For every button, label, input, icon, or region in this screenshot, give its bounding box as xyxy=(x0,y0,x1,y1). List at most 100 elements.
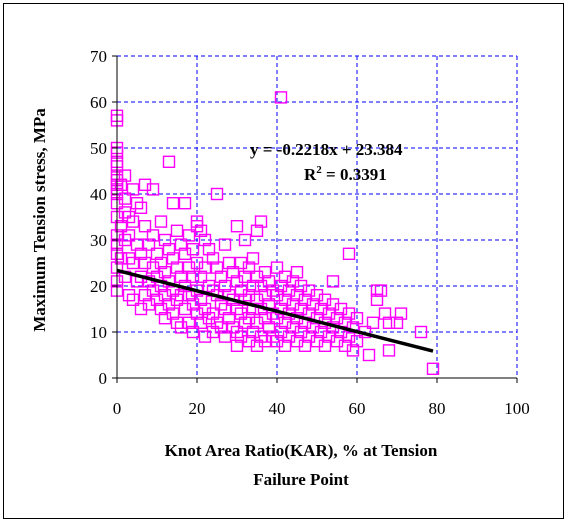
data-point xyxy=(194,270,208,283)
data-point xyxy=(214,270,228,283)
data-point xyxy=(122,289,136,302)
data-point xyxy=(258,266,272,279)
x-tick-label: 100 xyxy=(504,399,530,418)
x-axis-title-line2: Failure Point xyxy=(253,470,349,489)
data-point xyxy=(270,289,284,302)
data-point xyxy=(158,289,172,302)
data-point xyxy=(166,307,180,320)
x-tick-label: 80 xyxy=(429,399,446,418)
data-point xyxy=(382,316,396,329)
data-point xyxy=(198,302,212,316)
data-point xyxy=(234,330,248,343)
data-point xyxy=(230,339,244,352)
data-point xyxy=(250,316,264,329)
data-point xyxy=(226,321,240,334)
y-tick-label: 0 xyxy=(99,369,108,388)
data-point xyxy=(118,192,132,205)
data-point xyxy=(202,242,216,256)
data-point xyxy=(174,238,188,251)
data-point xyxy=(250,270,264,283)
data-point xyxy=(382,344,396,357)
data-point xyxy=(310,312,324,325)
data-point xyxy=(182,229,196,242)
data-point xyxy=(146,261,160,274)
data-point xyxy=(174,289,188,302)
data-point xyxy=(338,339,352,352)
data-point xyxy=(286,275,300,288)
data-point xyxy=(138,289,152,302)
data-point xyxy=(290,289,304,302)
data-point xyxy=(134,201,148,215)
data-point xyxy=(130,196,144,210)
data-point xyxy=(198,261,212,274)
data-point xyxy=(274,91,288,104)
data-point xyxy=(146,229,160,242)
data-point xyxy=(210,316,224,329)
data-point xyxy=(218,330,232,343)
data-point xyxy=(214,321,228,334)
data-point xyxy=(270,335,284,348)
data-point xyxy=(146,183,160,196)
data-point xyxy=(126,256,140,270)
data-point xyxy=(246,279,260,293)
data-point xyxy=(294,325,308,339)
data-point xyxy=(238,270,252,283)
data-point xyxy=(318,293,332,306)
data-point xyxy=(258,335,272,348)
r-squared-exp: 2 xyxy=(316,164,322,176)
data-point xyxy=(150,247,164,261)
data-point xyxy=(222,256,236,270)
data-point xyxy=(166,252,180,265)
data-point xyxy=(114,219,128,233)
x-axis-title-line1: Knot Area Ratio(KAR), % at Tension xyxy=(165,441,438,460)
data-point xyxy=(210,261,224,274)
data-point xyxy=(162,242,176,256)
data-point xyxy=(206,252,220,265)
data-point xyxy=(362,348,376,362)
data-point xyxy=(218,302,232,316)
data-point xyxy=(230,302,244,316)
data-point xyxy=(178,196,192,210)
data-point xyxy=(158,266,172,279)
data-point xyxy=(118,233,132,247)
trendline xyxy=(116,268,434,353)
data-point xyxy=(426,362,440,375)
data-point xyxy=(298,293,312,306)
data-point xyxy=(366,316,380,329)
data-point xyxy=(206,307,220,320)
data-point xyxy=(342,307,356,320)
data-point xyxy=(326,275,340,288)
data-point xyxy=(286,321,300,334)
data-point xyxy=(262,321,276,334)
data-point xyxy=(346,344,360,357)
data-point xyxy=(162,155,176,169)
data-point xyxy=(322,307,336,320)
data-point xyxy=(258,312,272,325)
data-point xyxy=(234,307,248,320)
data-point xyxy=(118,206,132,219)
data-point xyxy=(254,279,268,293)
x-tick-label: 40 xyxy=(269,399,286,418)
data-point xyxy=(198,233,212,247)
data-point xyxy=(250,224,264,238)
data-point xyxy=(254,330,268,343)
data-point xyxy=(226,266,240,279)
data-point xyxy=(154,302,168,316)
data-point xyxy=(174,321,188,334)
data-point xyxy=(286,298,300,311)
y-tick-label: 60 xyxy=(90,93,107,112)
data-point xyxy=(266,330,280,343)
data-point xyxy=(274,325,288,339)
scatter-chart: 0 10 20 30 40 50 60 70 0 20 40 60 80 100 y = -0.2218x… xyxy=(30,47,530,489)
data-point xyxy=(394,307,408,320)
data-point xyxy=(310,289,324,302)
data-point xyxy=(238,233,252,247)
data-point xyxy=(282,330,296,343)
data-point xyxy=(202,312,216,325)
data-point xyxy=(126,215,140,228)
data-point xyxy=(314,325,328,339)
data-point xyxy=(114,252,128,265)
data-point xyxy=(122,229,136,242)
data-point xyxy=(138,178,152,192)
data-point xyxy=(130,238,144,251)
